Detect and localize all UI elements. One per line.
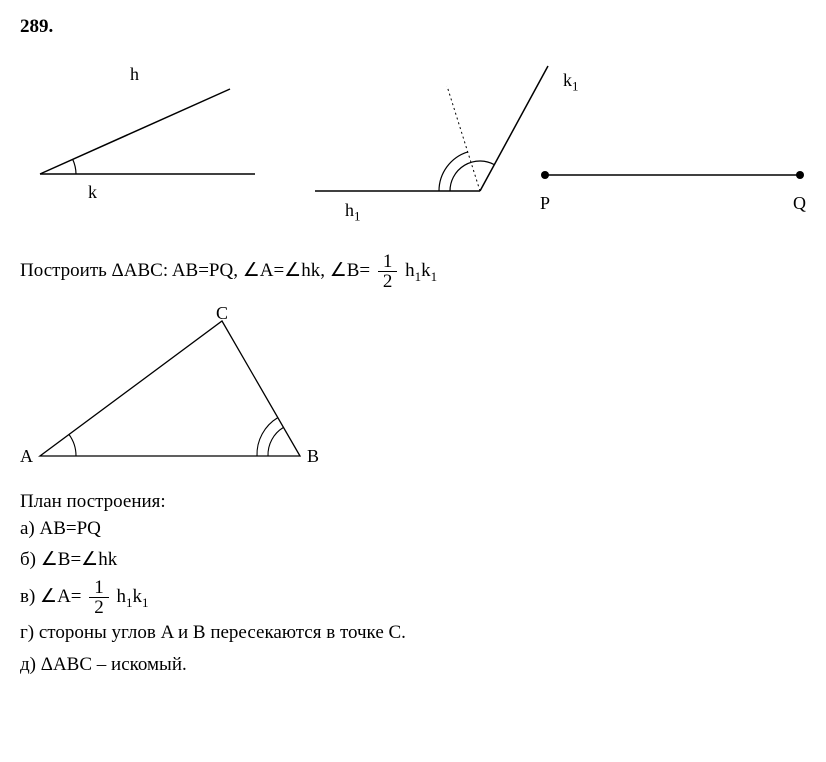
fraction-num: 1 [378,252,398,272]
fraction-half-c: 1 2 [89,578,109,617]
figures-row: h k h1 k1 P Q [20,44,806,244]
arc-a [69,435,76,457]
fraction-den: 2 [378,272,398,291]
plan-item-c: в) ∠A= 1 2 h1k1 [20,576,806,618]
triangle-svg [20,311,320,481]
problem-number: 289. [20,16,806,38]
triangle-figure: A B C [20,311,806,491]
construct-instruction: Построить ΔABC: AB=PQ, ∠A=∠hk, ∠B= 1 2 h… [20,252,806,291]
point-q-dot [796,171,804,179]
plan-item-a: а) AB=PQ [20,513,806,544]
plan-list: а) AB=PQ б) ∠B=∠hk в) ∠A= 1 2 h1k1 г) ст… [20,513,806,680]
angle-hk-svg [20,64,270,214]
construct-suffix: h1k1 [405,260,437,281]
arc-outer-2 [439,152,468,191]
label-h: h [130,64,139,85]
segment-pq-svg [535,162,815,192]
plan-item-e: д) ΔABC – искомый. [20,649,806,680]
label-k1: k1 [563,70,579,95]
label-q: Q [793,193,806,214]
label-p: P [540,193,550,214]
construct-prefix: Построить ΔABC: AB=PQ, ∠A=∠hk, ∠B= [20,260,370,281]
fraction-c-den: 2 [89,598,109,617]
label-a: A [20,446,33,467]
angle-hk-arc [73,159,76,174]
label-h1: h1 [345,200,361,225]
angle-h1k1-svg [305,64,555,214]
figure-angle-h1k1: h1 k1 [305,64,555,244]
label-b: B [307,446,319,467]
arc-b-1 [268,427,284,456]
label-k: k [88,182,97,203]
figure-segment-pq: P Q [535,162,815,222]
plan-title: План построения: [20,491,806,513]
label-c: C [216,303,228,324]
fraction-c-num: 1 [89,578,109,598]
fraction-half: 1 2 [378,252,398,291]
figure-angle-hk: h k [20,64,270,244]
point-p-dot [541,171,549,179]
ray-h [40,89,230,174]
arc-b-2 [257,418,278,456]
bisector-dotted [447,86,480,191]
plan-item-d: г) стороны углов A и B пересекаются в то… [20,617,806,648]
plan-item-b: б) ∠B=∠hk [20,544,806,575]
